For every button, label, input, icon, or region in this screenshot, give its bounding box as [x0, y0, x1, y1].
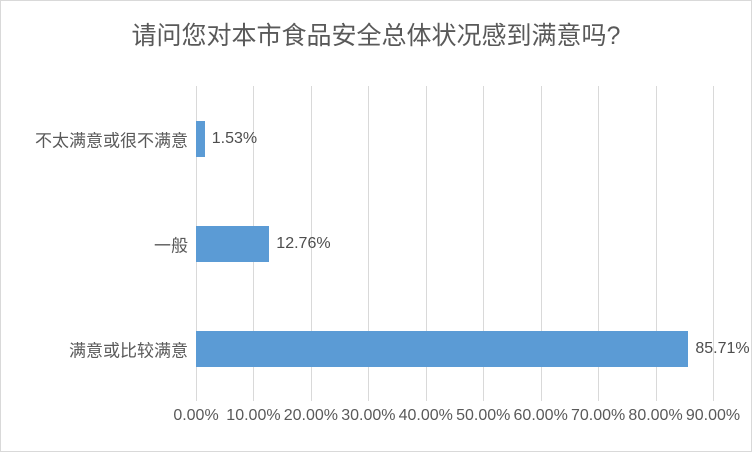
- gridline: [540, 86, 542, 401]
- x-axis-tick-label: 30.00%: [341, 407, 396, 424]
- bar-row: 1.53%: [196, 86, 713, 191]
- bar: [196, 225, 270, 262]
- gridline: [368, 86, 370, 401]
- bar: [196, 120, 205, 157]
- gridline: [310, 86, 312, 401]
- bar-row: 85.71%: [196, 296, 750, 401]
- bar-value-label: 85.71%: [695, 339, 750, 357]
- bar: [196, 330, 689, 367]
- bar-value-label: 1.53%: [211, 129, 258, 147]
- x-axis-tick-label: 10.00%: [226, 407, 281, 424]
- chart-title: 请问您对本市食品安全总体状况感到满意吗?: [131, 22, 621, 50]
- bar-row: 12.76%: [196, 191, 713, 296]
- x-axis-tick-label: 60.00%: [513, 407, 568, 424]
- x-axis-tick-label: 0.00%: [173, 407, 219, 424]
- plot-area: 1.53% 12.76% 85.71%: [196, 86, 750, 401]
- x-axis-tick-label: 80.00%: [628, 407, 683, 424]
- x-axis-tick-label: 70.00%: [570, 407, 626, 424]
- bar-value-label: 12.76%: [276, 234, 331, 252]
- gridline: [425, 86, 427, 401]
- x-axis-tick-label: 50.00%: [456, 407, 511, 424]
- category-label: 不太满意或很不满意: [35, 131, 188, 150]
- category-label: 一般: [154, 236, 188, 255]
- gridline: [713, 86, 714, 401]
- x-axis-tick-label: 20.00%: [283, 407, 339, 424]
- gridline: [655, 86, 657, 401]
- x-axis-tick-label: 40.00%: [398, 407, 453, 424]
- x-axis-tick-label: 90.00%: [685, 407, 741, 424]
- gridline: [598, 86, 600, 401]
- gridline: [483, 86, 485, 401]
- category-label: 满意或比较满意: [69, 341, 188, 360]
